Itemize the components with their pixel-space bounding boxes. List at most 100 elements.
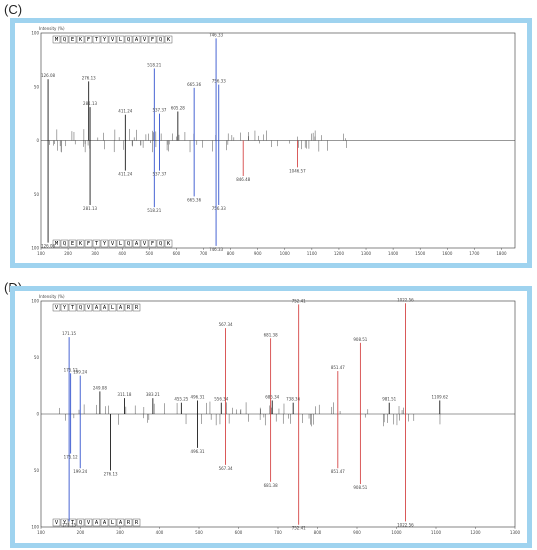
- peptide-top-box: [164, 35, 173, 44]
- peptide-bottom-box: [124, 518, 133, 527]
- peptide-bottom-residue: K: [167, 241, 171, 247]
- bottom-peak-label: 276.13: [104, 472, 118, 477]
- peptide-bottom-box: [76, 518, 85, 527]
- x-tick-label: 600: [173, 251, 181, 256]
- peptide-top-residue: Q: [63, 37, 66, 43]
- bottom-peak-label: 171.15: [62, 522, 76, 527]
- peptide-top-box: [76, 303, 85, 312]
- peptide-bottom-residue: T: [95, 241, 99, 247]
- x-tick-label: 300: [91, 251, 99, 256]
- bottom-peak-label: 567.34: [219, 466, 233, 471]
- bottom-peak-label: 752.41: [292, 526, 306, 531]
- top-peak-label: 685.34: [265, 394, 279, 399]
- peptide-top-box: [108, 303, 117, 312]
- peptide-bottom-box: [92, 239, 101, 248]
- top-peak-label: 665.36: [187, 82, 201, 87]
- peptide-bottom-box: [60, 239, 69, 248]
- x-tick-label: 700: [274, 530, 282, 535]
- top-peak-label: 126.08: [41, 73, 55, 78]
- bottom-peak-label: 199.24: [73, 469, 87, 474]
- peptide-top-box: [116, 303, 125, 312]
- x-tick-label: 1600: [442, 251, 453, 256]
- peptide-bottom-residue: A: [135, 241, 139, 247]
- peptide-top-residue: Y: [63, 305, 67, 311]
- peptide-bottom-residue: Y: [103, 241, 107, 247]
- top-peak-label: 851.47: [331, 365, 345, 370]
- peptide-bottom-box: [108, 518, 117, 527]
- peptide-bottom-residue: T: [71, 520, 75, 526]
- peptide-bottom-residue: K: [79, 241, 83, 247]
- y-tick-label: 50: [34, 84, 40, 89]
- peptide-bottom-residue: A: [103, 520, 107, 526]
- top-peak-label: 496.31: [191, 394, 205, 399]
- x-tick-label: 1300: [361, 251, 372, 256]
- x-tick-label: 1700: [469, 251, 480, 256]
- y-tick-label: 50: [34, 192, 40, 197]
- y-tick-label: 100: [31, 31, 39, 36]
- top-peak-label: 249.08: [93, 385, 107, 390]
- top-peak-label: 1022.56: [397, 297, 414, 302]
- peptide-top-box: [92, 303, 101, 312]
- y-tick-label: 100: [31, 299, 39, 304]
- peptide-bottom-residue: A: [119, 520, 123, 526]
- peptide-bottom-box: [116, 518, 125, 527]
- y-tick-label: 0: [36, 138, 39, 143]
- top-peak-label: 1109.62: [432, 394, 449, 399]
- top-peak-label: 171.15: [62, 331, 76, 336]
- peptide-bottom-residue: Q: [127, 241, 130, 247]
- peptide-top-residue: Q: [79, 305, 82, 311]
- y-tick-label: 100: [31, 246, 39, 251]
- panel-c-frame: Intensity (%) 100 50 0 50 100 100 200 300 400 500 6…: [10, 18, 532, 268]
- x-tick-label: 1100: [431, 530, 442, 535]
- peptide-bottom-box: [124, 239, 133, 248]
- peptide-top-residue: L: [119, 37, 123, 43]
- peptide-bottom-box: [148, 239, 157, 248]
- y-axis-title: Intensity (%): [39, 294, 65, 299]
- bottom-peak-label: 537.37: [152, 172, 166, 177]
- bottom-peak-label: 518.21: [147, 208, 161, 213]
- peptide-top-residue: Q: [159, 37, 162, 43]
- peptide-bottom-residue: Y: [63, 520, 67, 526]
- peptide-top-box: [156, 35, 165, 44]
- top-peak-label: 383.21: [146, 392, 160, 397]
- top-peak-label: 518.21: [147, 62, 161, 67]
- peptide-top-box: [108, 35, 117, 44]
- peptide-bottom-box: [76, 239, 85, 248]
- top-peak-label: 981.51: [382, 397, 396, 402]
- y-tick-label: 50: [34, 468, 40, 473]
- y-tick-label: 50: [34, 355, 40, 360]
- peptide-bottom-residue: L: [119, 241, 123, 247]
- peptide-bottom-box: [100, 518, 109, 527]
- peptide-top-box: [84, 303, 93, 312]
- x-tick-label: 500: [146, 251, 154, 256]
- peptide-top-box: [100, 35, 109, 44]
- peptide-top-box: [52, 303, 61, 312]
- peptide-top-box: [52, 35, 61, 44]
- top-peak-label: 556.34: [214, 397, 228, 402]
- x-tick-label: 1800: [496, 251, 507, 256]
- top-peak-label: 738.36: [286, 397, 300, 402]
- top-peak-label: 175.12: [64, 367, 78, 372]
- x-tick-label: 300: [116, 530, 124, 535]
- peptide-top-residue: R: [127, 305, 131, 311]
- bottom-peak-label: 496.31: [191, 449, 205, 454]
- bottom-peak-label: 681.38: [264, 483, 278, 488]
- peptide-bottom-residue: A: [95, 520, 99, 526]
- peptide-top-box: [100, 303, 109, 312]
- peptide-bottom-box: [140, 239, 149, 248]
- x-tick-label: 1000: [391, 530, 402, 535]
- peptide-top-residue: F: [87, 37, 90, 43]
- peptide-top-box: [60, 303, 69, 312]
- peptide-bottom-box: [164, 239, 173, 248]
- peptide-bottom-box: [52, 518, 61, 527]
- x-tick-label: 600: [235, 530, 243, 535]
- x-tick-label: 400: [118, 251, 126, 256]
- peptide-top-box: [132, 35, 141, 44]
- peptide-top-box: [76, 35, 85, 44]
- peptide-top-box: [68, 35, 77, 44]
- peptide-top-box: [116, 35, 125, 44]
- peptide-top-box: [68, 303, 77, 312]
- top-peak-label: 756.33: [212, 79, 226, 84]
- top-peak-label: 605.28: [171, 105, 185, 110]
- bottom-peak-label: 756.33: [212, 206, 226, 211]
